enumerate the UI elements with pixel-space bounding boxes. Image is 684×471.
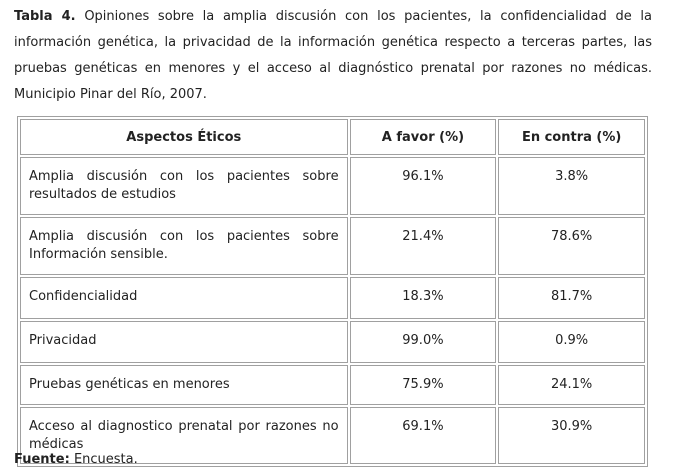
footer-text: Encuesta. [73,452,138,467]
footer-label: Fuente: [14,452,70,467]
percent-cell: 75.9% [349,365,497,405]
table-row: Acceso al diagnostico prenatal por razon… [20,407,645,464]
header-cell: En contra (%) [498,119,645,155]
percent-cell: 0.9% [498,321,645,363]
aspect-cell: Confidencialidad [20,277,348,319]
header-row: Aspectos Éticos A favor (%) En contra (%) [20,119,645,155]
percent-cell: 69.1% [349,407,497,464]
percent-cell: 24.1% [498,365,645,405]
percent-cell: 99.0% [349,321,497,363]
caption-label: Tabla 4. [14,9,76,24]
aspect-cell: Amplia discusión con los pacientes sobre… [20,217,348,275]
table-row: Pruebas genéticas en menores 75.9% 24.1% [20,365,645,405]
header-cell: A favor (%) [349,119,497,155]
aspect-cell: Privacidad [20,321,348,363]
data-table: Aspectos Éticos A favor (%) En contra (%) … [17,116,648,467]
percent-cell: 96.1% [349,157,497,215]
table-row: Confidencialidad 18.3% 81.7% [20,277,645,319]
percent-cell: 78.6% [498,217,645,275]
source-note: Fuente: Encuesta. [14,452,138,467]
table-caption: Tabla 4. Opiniones sobre la amplia discu… [14,4,652,108]
table-row: Amplia discusión con los pacientes sobre… [20,217,645,275]
aspect-cell: Acceso al diagnostico prenatal por razon… [20,407,348,464]
header-cell: Aspectos Éticos [20,119,348,155]
percent-cell: 21.4% [349,217,497,275]
table-row: Privacidad 99.0% 0.9% [20,321,645,363]
percent-cell: 30.9% [498,407,645,464]
table-row: Amplia discusión con los pacientes sobre… [20,157,645,215]
aspect-cell: Amplia discusión con los pacientes sobre… [20,157,348,215]
percent-cell: 18.3% [349,277,497,319]
caption-text: Opiniones sobre la amplia discusión con … [14,9,652,102]
aspect-cell: Pruebas genéticas en menores [20,365,348,405]
percent-cell: 81.7% [498,277,645,319]
percent-cell: 3.8% [498,157,645,215]
